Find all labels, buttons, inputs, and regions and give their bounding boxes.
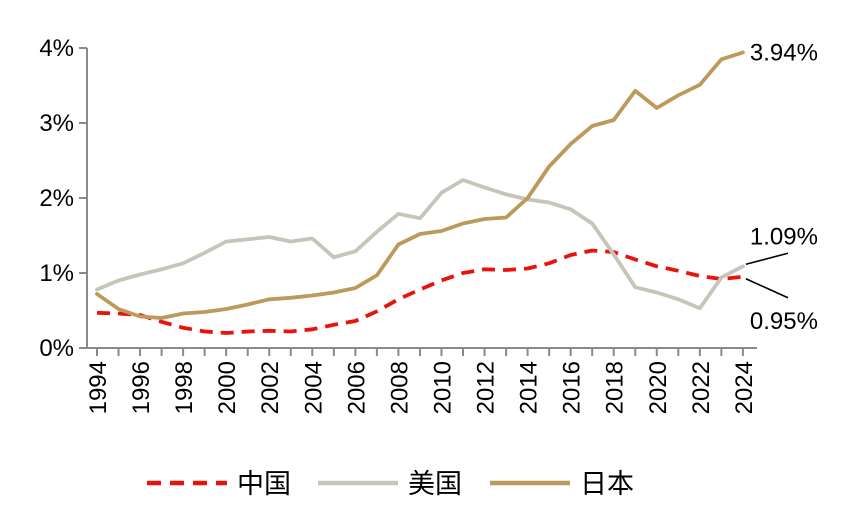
legend: 中国 美国 日本	[147, 469, 634, 499]
x-tick-label: 1996	[128, 361, 155, 414]
x-tick-label: 2012	[473, 361, 500, 414]
series-line-china	[96, 248, 744, 335]
legend-item-usa: 美国	[318, 469, 462, 499]
annotation-china-end: 0.95%	[750, 308, 818, 335]
y-tick-label: 1%	[39, 260, 74, 287]
x-tick-label: 2004	[300, 361, 327, 414]
legend-item-china: 中国	[147, 469, 291, 499]
legend-label-usa: 美国	[408, 469, 462, 499]
x-tick-label: 2014	[516, 361, 543, 414]
y-tick-label: 3%	[39, 110, 74, 137]
annotation-japan-end: 3.94%	[750, 40, 818, 67]
x-tick-label: 1998	[171, 361, 198, 414]
x-tick-label: 2010	[429, 361, 456, 414]
x-tick-label: 2008	[386, 361, 413, 414]
annotations: 3.94% 1.09% 0.95%	[745, 40, 818, 335]
annotation-usa-end: 1.09%	[750, 223, 818, 250]
leader-line-china	[745, 278, 789, 299]
x-tick-label: 2016	[559, 361, 586, 414]
x-tick-label: 2002	[257, 361, 284, 414]
x-tick-label: 2020	[645, 361, 672, 414]
legend-label-japan: 日本	[580, 469, 634, 499]
x-tick-label: 2024	[731, 361, 758, 414]
x-tick-label: 2022	[688, 361, 715, 414]
leader-line-usa	[745, 252, 789, 266]
legend-item-japan: 日本	[490, 469, 634, 499]
x-tick-label: 2018	[602, 361, 629, 414]
x-tick-label: 2006	[343, 361, 370, 414]
x-tick-label: 1994	[85, 361, 112, 414]
series-line-usa	[95, 178, 745, 311]
axes	[86, 48, 757, 349]
y-axis: 0% 1% 2% 3% 4%	[39, 35, 87, 362]
x-tick-label: 2000	[214, 361, 241, 414]
x-axis: 1994 1996 1998 2000 2002 2004 2006 2008 2010 2012…	[85, 348, 758, 414]
y-tick-label: 0%	[39, 335, 74, 362]
y-tick-label: 2%	[39, 185, 74, 212]
series-line-japan	[95, 50, 745, 320]
y-tick-label: 4%	[39, 35, 74, 62]
legend-label-china: 中国	[237, 469, 291, 499]
